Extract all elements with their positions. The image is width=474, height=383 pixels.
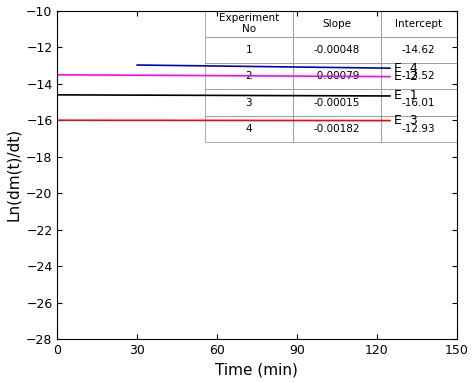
X-axis label: Time (min): Time (min) — [216, 362, 298, 377]
Text: E  3: E 3 — [394, 114, 418, 127]
Y-axis label: Ln(dm(t)/dt): Ln(dm(t)/dt) — [6, 128, 20, 221]
Text: E  2: E 2 — [394, 70, 418, 83]
Text: E  4: E 4 — [394, 62, 418, 75]
Text: E  1: E 1 — [394, 90, 418, 103]
